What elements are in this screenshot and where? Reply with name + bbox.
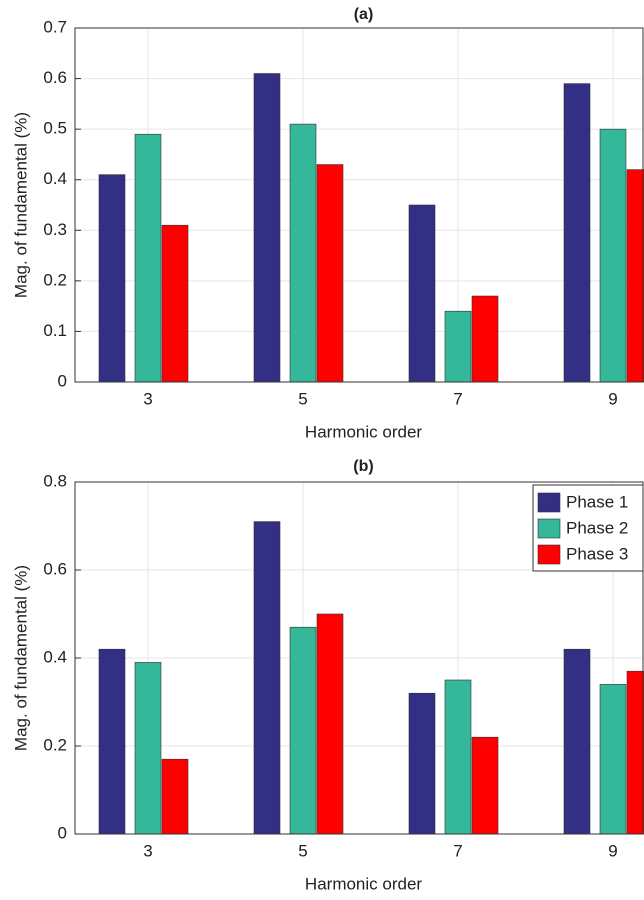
y-tick-label: 0 xyxy=(58,371,67,390)
bar xyxy=(316,613,344,835)
legend-label: Phase 1 xyxy=(566,492,628,511)
x-tick-label: 9 xyxy=(608,389,617,408)
legend-label: Phase 2 xyxy=(566,518,628,537)
bar xyxy=(98,648,126,835)
y-tick-label: 0.4 xyxy=(43,169,67,188)
y-tick-label: 0.3 xyxy=(43,220,67,239)
plot-frame xyxy=(74,27,644,383)
chart-title: (a) xyxy=(354,6,374,23)
x-tick-label: 7 xyxy=(453,389,462,408)
y-tick-label: 0.1 xyxy=(43,321,67,340)
bar xyxy=(316,164,344,383)
bar xyxy=(408,692,436,835)
x-tick-label: 3 xyxy=(143,841,152,860)
x-axis-label: Harmonic order xyxy=(305,874,422,893)
bar xyxy=(253,73,281,383)
y-tick-label: 0.4 xyxy=(43,647,67,666)
bar xyxy=(444,310,472,383)
bar xyxy=(161,224,189,383)
legend-swatch xyxy=(537,518,561,539)
y-tick-label: 0.5 xyxy=(43,119,67,138)
y-tick-label: 0.7 xyxy=(43,17,67,36)
bar xyxy=(626,670,644,835)
chart-title: (b) xyxy=(353,458,373,475)
bar xyxy=(599,684,627,835)
bar xyxy=(253,521,281,835)
bar xyxy=(599,128,627,383)
x-tick-label: 5 xyxy=(298,389,307,408)
y-tick-label: 0.8 xyxy=(43,471,67,490)
y-axis-label: Mag. of fundamental (%) xyxy=(11,565,30,751)
bar xyxy=(444,679,472,835)
bar xyxy=(134,133,162,383)
bar xyxy=(563,83,591,383)
bar xyxy=(289,626,317,835)
y-tick-label: 0.6 xyxy=(43,559,67,578)
bar xyxy=(98,174,126,383)
plot-frame xyxy=(74,481,644,835)
y-tick-label: 0.2 xyxy=(43,735,67,754)
bar xyxy=(161,758,189,835)
x-tick-label: 5 xyxy=(298,841,307,860)
y-tick-label: 0 xyxy=(58,823,67,842)
bar xyxy=(626,169,644,383)
bar xyxy=(471,736,499,835)
y-tick-label: 0.2 xyxy=(43,270,67,289)
bar xyxy=(134,662,162,835)
legend-swatch xyxy=(537,544,561,565)
x-tick-label: 3 xyxy=(143,389,152,408)
x-axis-label: Harmonic order xyxy=(305,422,422,441)
bar xyxy=(289,123,317,383)
bar xyxy=(471,295,499,383)
y-axis-label: Mag. of fundamental (%) xyxy=(11,112,30,298)
bar xyxy=(563,648,591,835)
bar xyxy=(408,204,436,383)
x-tick-label: 9 xyxy=(608,841,617,860)
legend-swatch xyxy=(537,492,561,513)
y-tick-label: 0.6 xyxy=(43,68,67,87)
x-tick-label: 7 xyxy=(453,841,462,860)
legend-label: Phase 3 xyxy=(566,544,628,563)
